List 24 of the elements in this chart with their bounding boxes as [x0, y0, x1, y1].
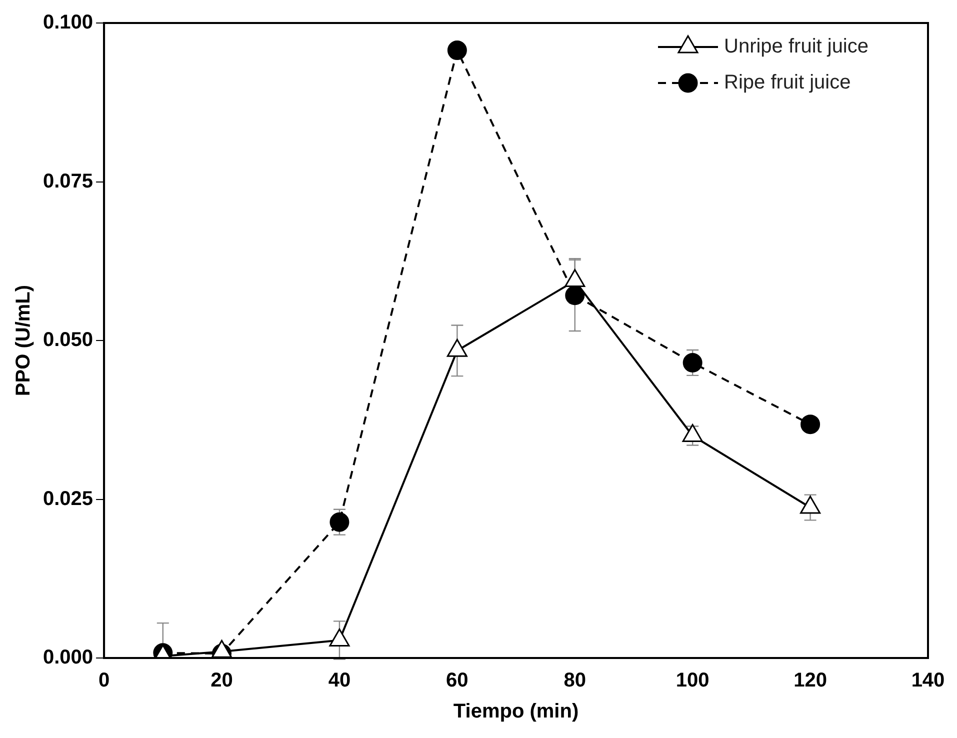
y-tick-label: 0.100 — [42, 12, 94, 34]
x-tick-label: 40 — [328, 670, 351, 692]
point — [329, 628, 350, 646]
x-tick-label: 140 — [911, 670, 945, 692]
y-axis-title: PPO (U/mL) — [12, 284, 35, 396]
x-tick-label: 60 — [446, 670, 468, 692]
x-tick-label: 20 — [210, 670, 233, 692]
point — [211, 640, 232, 658]
point — [800, 496, 821, 514]
point — [565, 286, 585, 306]
y-tick-label: 0.000 — [42, 646, 94, 669]
point — [682, 424, 703, 442]
point — [682, 352, 702, 372]
y-tick-label: 0.025 — [42, 488, 94, 510]
x-axis-title: Tiempo (min) — [453, 700, 579, 723]
point — [447, 40, 467, 60]
x-tick-label: 80 — [564, 670, 586, 692]
y-tick-label: 0.050 — [42, 329, 94, 352]
legend-label: Unripe fruit juice — [724, 36, 869, 58]
y-tick-label: 0.075 — [42, 170, 94, 192]
legend-label: Ripe fruit juice — [724, 72, 851, 94]
x-tick-label: 0 — [98, 670, 110, 692]
x-tick-label: 100 — [676, 670, 710, 692]
x-tick-label: 120 — [794, 670, 827, 692]
